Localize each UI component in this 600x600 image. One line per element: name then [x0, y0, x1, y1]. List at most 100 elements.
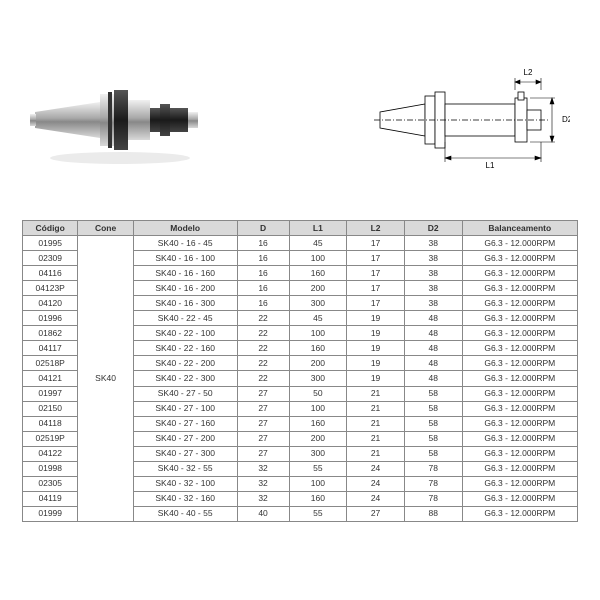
- cell-bal: G6.3 - 12.000RPM: [462, 506, 577, 521]
- cell-codigo: 02309: [23, 251, 78, 266]
- cell-d: 16: [237, 251, 289, 266]
- cell-bal: G6.3 - 12.000RPM: [462, 446, 577, 461]
- cell-d2: 58: [404, 431, 462, 446]
- cell-d: 27: [237, 401, 289, 416]
- cell-codigo: 01995: [23, 236, 78, 251]
- cell-modelo: SK40 - 22 - 300: [133, 371, 237, 386]
- cell-d: 40: [237, 506, 289, 521]
- col-header-d2: D2: [404, 221, 462, 236]
- cell-codigo: 04118: [23, 416, 78, 431]
- cell-codigo: 04119: [23, 491, 78, 506]
- cell-bal: G6.3 - 12.000RPM: [462, 371, 577, 386]
- cell-d2: 58: [404, 386, 462, 401]
- cell-bal: G6.3 - 12.000RPM: [462, 491, 577, 506]
- cell-d2: 48: [404, 341, 462, 356]
- cell-d: 22: [237, 311, 289, 326]
- cell-l2: 19: [347, 356, 405, 371]
- cell-l2: 17: [347, 296, 405, 311]
- cell-d: 32: [237, 461, 289, 476]
- table-header-row: Código Cone Modelo D L1 L2 D2 Balanceame…: [23, 221, 578, 236]
- cell-l2: 21: [347, 401, 405, 416]
- cell-codigo: 02518P: [23, 356, 78, 371]
- cell-modelo: SK40 - 27 - 160: [133, 416, 237, 431]
- cell-l1: 55: [289, 506, 347, 521]
- col-header-l1: L1: [289, 221, 347, 236]
- cell-l1: 50: [289, 386, 347, 401]
- col-header-modelo: Modelo: [133, 221, 237, 236]
- cell-codigo: 01998: [23, 461, 78, 476]
- cell-l2: 19: [347, 341, 405, 356]
- cell-bal: G6.3 - 12.000RPM: [462, 356, 577, 371]
- cell-codigo: 01996: [23, 311, 78, 326]
- cell-d: 22: [237, 356, 289, 371]
- cell-d: 22: [237, 371, 289, 386]
- diagram-label-d2: D2: [562, 115, 570, 124]
- cell-d2: 38: [404, 266, 462, 281]
- cell-l2: 21: [347, 386, 405, 401]
- cell-l1: 300: [289, 371, 347, 386]
- cell-bal: G6.3 - 12.000RPM: [462, 281, 577, 296]
- cell-d: 22: [237, 326, 289, 341]
- cell-d: 32: [237, 491, 289, 506]
- cell-d2: 48: [404, 371, 462, 386]
- cell-l2: 24: [347, 491, 405, 506]
- cell-codigo: 01862: [23, 326, 78, 341]
- cell-modelo: SK40 - 32 - 100: [133, 476, 237, 491]
- cell-modelo: SK40 - 32 - 160: [133, 491, 237, 506]
- col-header-codigo: Código: [23, 221, 78, 236]
- cell-l2: 19: [347, 326, 405, 341]
- cell-l2: 24: [347, 476, 405, 491]
- col-header-l2: L2: [347, 221, 405, 236]
- cell-d2: 78: [404, 476, 462, 491]
- cell-d2: 38: [404, 236, 462, 251]
- cell-l1: 55: [289, 461, 347, 476]
- cell-d: 27: [237, 446, 289, 461]
- cell-modelo: SK40 - 27 - 50: [133, 386, 237, 401]
- cell-modelo: SK40 - 27 - 100: [133, 401, 237, 416]
- cell-d: 32: [237, 476, 289, 491]
- cell-codigo: 01997: [23, 386, 78, 401]
- cell-l1: 300: [289, 296, 347, 311]
- cell-codigo: 02519P: [23, 431, 78, 446]
- cell-d: 16: [237, 281, 289, 296]
- cell-bal: G6.3 - 12.000RPM: [462, 431, 577, 446]
- diagram-label-l2: L2: [524, 68, 533, 77]
- cell-l2: 21: [347, 431, 405, 446]
- col-header-d: D: [237, 221, 289, 236]
- cell-l2: 17: [347, 236, 405, 251]
- cell-l2: 24: [347, 461, 405, 476]
- cell-d2: 38: [404, 296, 462, 311]
- cell-d: 27: [237, 431, 289, 446]
- cell-bal: G6.3 - 12.000RPM: [462, 326, 577, 341]
- cell-l1: 200: [289, 431, 347, 446]
- cell-modelo: SK40 - 27 - 300: [133, 446, 237, 461]
- cell-d: 22: [237, 341, 289, 356]
- cell-l2: 19: [347, 371, 405, 386]
- cell-bal: G6.3 - 12.000RPM: [462, 416, 577, 431]
- cell-d2: 58: [404, 446, 462, 461]
- cell-l2: 19: [347, 311, 405, 326]
- cell-l2: 17: [347, 266, 405, 281]
- table-row: 01995SK40SK40 - 16 - 4516451738G6.3 - 12…: [23, 236, 578, 251]
- cell-l2: 21: [347, 446, 405, 461]
- cell-codigo: 01999: [23, 506, 78, 521]
- cell-d: 27: [237, 386, 289, 401]
- cell-d2: 78: [404, 461, 462, 476]
- cell-bal: G6.3 - 12.000RPM: [462, 341, 577, 356]
- cell-l2: 21: [347, 416, 405, 431]
- product-photo: [30, 70, 210, 170]
- cell-d2: 38: [404, 251, 462, 266]
- cell-bal: G6.3 - 12.000RPM: [462, 251, 577, 266]
- cell-bal: G6.3 - 12.000RPM: [462, 401, 577, 416]
- cell-l1: 45: [289, 311, 347, 326]
- cell-l1: 100: [289, 476, 347, 491]
- cell-modelo: SK40 - 16 - 160: [133, 266, 237, 281]
- cell-d: 16: [237, 236, 289, 251]
- cell-codigo: 04123P: [23, 281, 78, 296]
- cell-bal: G6.3 - 12.000RPM: [462, 476, 577, 491]
- cell-cone: SK40: [78, 236, 133, 522]
- cell-l2: 17: [347, 281, 405, 296]
- cell-d2: 78: [404, 491, 462, 506]
- cell-bal: G6.3 - 12.000RPM: [462, 386, 577, 401]
- cell-l1: 45: [289, 236, 347, 251]
